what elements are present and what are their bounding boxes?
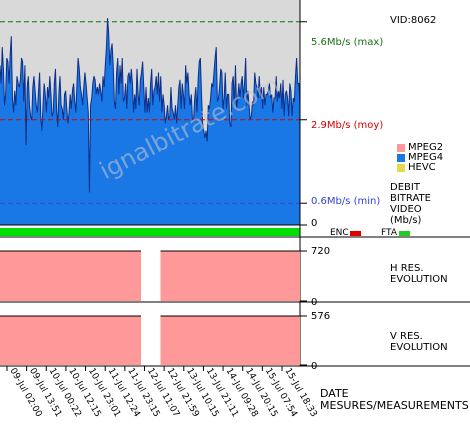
- bitrate-panel-title: DEBIT BITRATE VIDEO (Mb/s): [390, 182, 431, 226]
- v-res-area-left: [0, 316, 141, 365]
- v-res-value: 576: [311, 311, 331, 322]
- mpeg4-swatch: [397, 153, 405, 162]
- legend-label: MPEG4: [408, 152, 444, 163]
- avg-bitrate-label: 2.9Mb/s (moy): [311, 120, 384, 131]
- h-res-zero: 0: [311, 297, 318, 308]
- enc-swatch: [350, 231, 361, 236]
- max-bitrate-label: 5.6Mb/s (max): [311, 37, 384, 48]
- v-res-area-right: [160, 316, 300, 365]
- x-axis-title: DATE MESURES/MEASUREMENTS: [320, 387, 469, 412]
- enc-label: ENC: [330, 228, 349, 238]
- v-res-zero: 0: [311, 361, 318, 372]
- mpeg2-swatch: [397, 143, 405, 152]
- mpeg4-area: [0, 18, 300, 226]
- fta-label: FTA: [381, 228, 397, 238]
- encryption-status-bar: [0, 228, 300, 236]
- fta-swatch: [399, 231, 410, 236]
- min-bitrate-label: 0.6Mb/s (min): [311, 196, 381, 207]
- legend-item-mpeg2: MPEG2: [397, 142, 443, 153]
- mpeg4-outline: [0, 18, 301, 193]
- legend-label: HEVC: [408, 162, 436, 173]
- v-res-title: V RES. EVOLUTION: [390, 331, 448, 353]
- bitrate-zero-label: 0: [311, 218, 318, 229]
- video-id-label: VID:8062: [390, 15, 437, 26]
- legend-item-hevc: HEVC: [397, 162, 436, 173]
- h-res-area-right: [160, 251, 300, 301]
- h-res-area-left: [0, 251, 141, 301]
- legend-label: MPEG2: [408, 142, 444, 153]
- hevc-swatch: [397, 163, 405, 172]
- h-res-title: H RES. EVOLUTION: [390, 263, 448, 285]
- legend-item-mpeg4: MPEG4: [397, 152, 443, 163]
- h-res-value: 720: [311, 246, 331, 257]
